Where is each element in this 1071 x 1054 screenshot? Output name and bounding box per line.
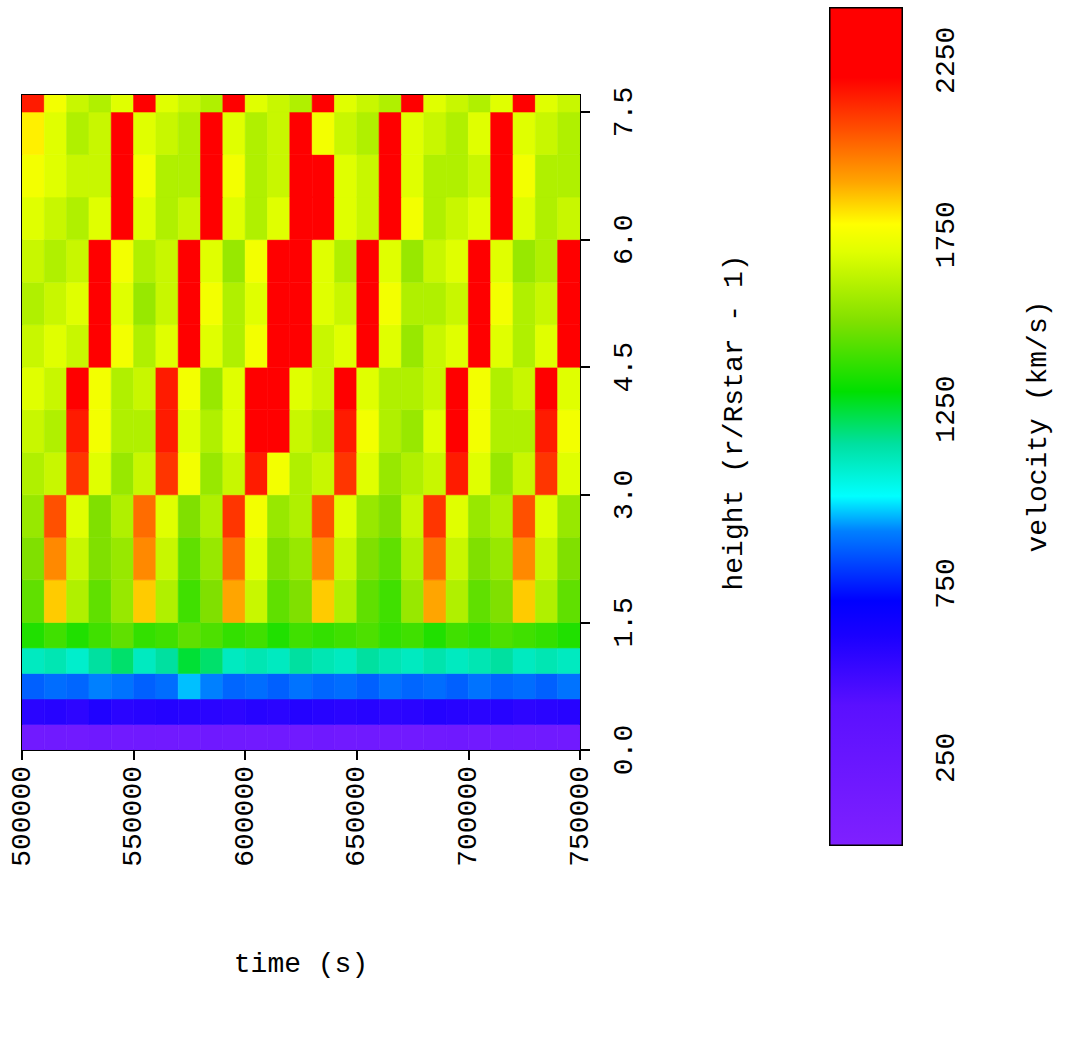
- svg-text:0.0: 0.0: [609, 725, 640, 775]
- svg-text:6.0: 6.0: [609, 214, 640, 264]
- svg-text:550000: 550000: [118, 766, 149, 867]
- svg-text:500000: 500000: [7, 766, 38, 867]
- svg-text:1750: 1750: [931, 201, 962, 268]
- svg-text:velocity (km/s): velocity (km/s): [1023, 300, 1054, 552]
- svg-text:750: 750: [931, 558, 962, 608]
- svg-text:1.5: 1.5: [609, 597, 640, 647]
- svg-text:250: 250: [931, 733, 962, 783]
- svg-text:750000: 750000: [565, 766, 596, 867]
- svg-text:700000: 700000: [453, 766, 484, 867]
- svg-text:650000: 650000: [341, 766, 372, 867]
- svg-text:4.5: 4.5: [609, 342, 640, 392]
- svg-text:7.5: 7.5: [609, 87, 640, 137]
- svg-text:height (r/Rstar - 1): height (r/Rstar - 1): [719, 254, 750, 590]
- svg-text:2250: 2250: [931, 27, 962, 94]
- svg-text:time (s): time (s): [234, 949, 368, 980]
- svg-text:1250: 1250: [931, 375, 962, 442]
- svg-text:600000: 600000: [230, 766, 261, 867]
- svg-text:3.0: 3.0: [609, 470, 640, 520]
